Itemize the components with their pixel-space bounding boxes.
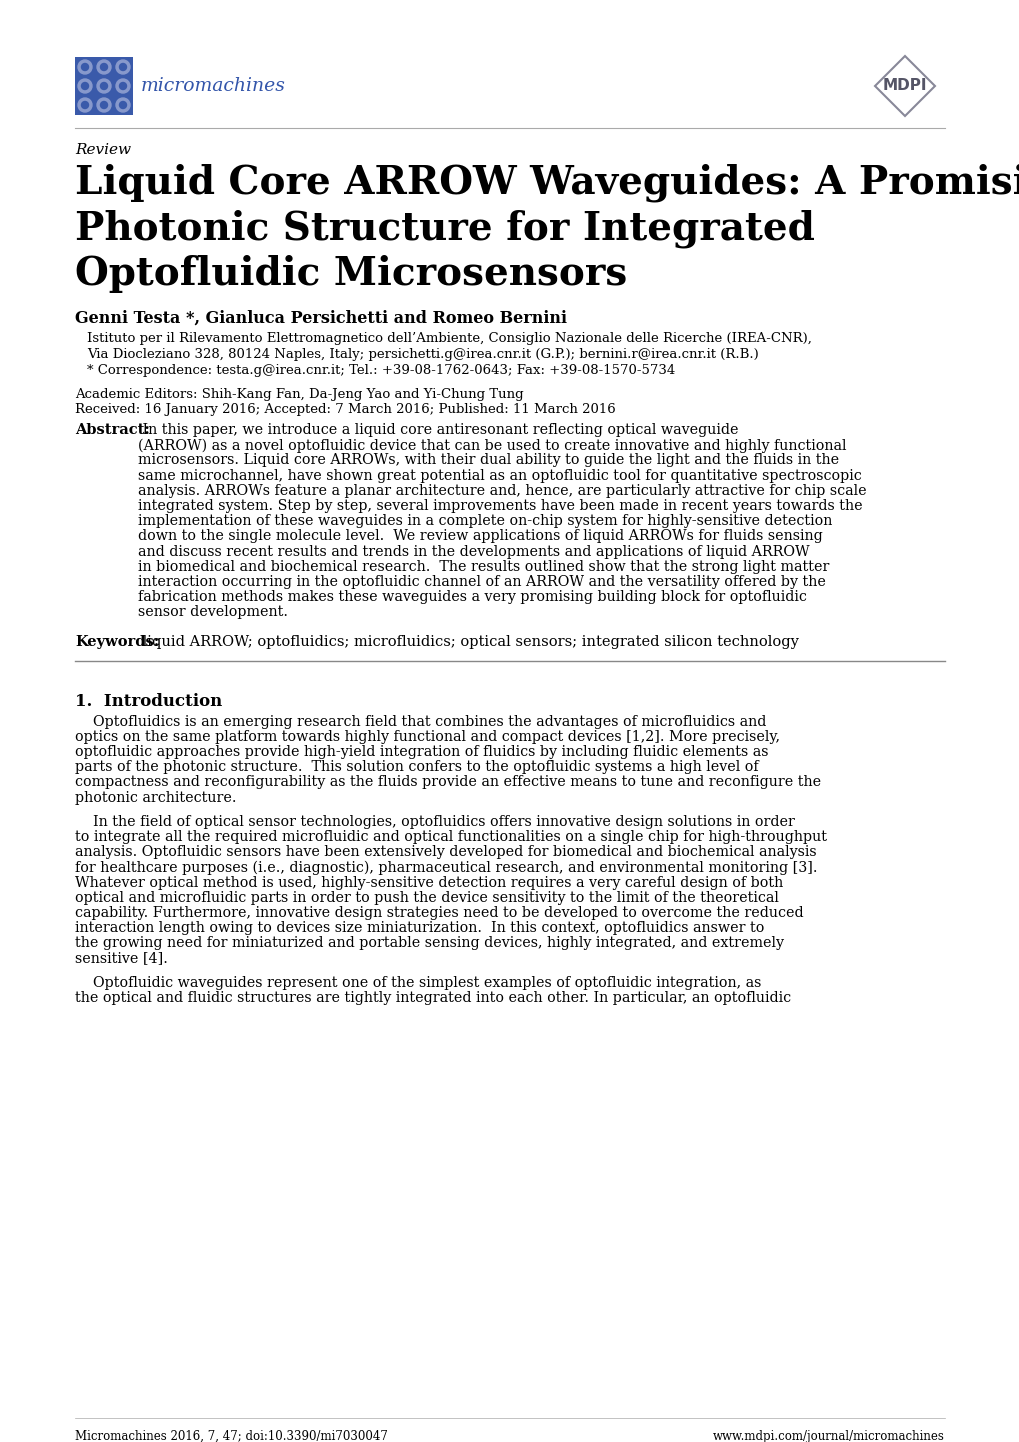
Text: analysis. ARROWs feature a planar architecture and, hence, are particularly attr: analysis. ARROWs feature a planar archit… [138,485,866,497]
Text: In the field of optical sensor technologies, optofluidics offers innovative desi: In the field of optical sensor technolog… [75,815,794,829]
Text: compactness and reconfigurability as the fluids provide an effective means to tu: compactness and reconfigurability as the… [75,776,820,789]
Text: fabrication methods makes these waveguides a very promising building block for o: fabrication methods makes these waveguid… [138,590,806,604]
Circle shape [119,63,126,71]
Text: integrated system. Step by step, several improvements have been made in recent y: integrated system. Step by step, several… [138,499,862,513]
Circle shape [101,82,107,89]
Text: same microchannel, have shown great potential as an optofluidic tool for quantit: same microchannel, have shown great pote… [138,469,861,483]
Text: microsensors. Liquid core ARROWs, with their dual ability to guide the light and: microsensors. Liquid core ARROWs, with t… [138,453,839,467]
Circle shape [77,98,92,112]
Text: the growing need for miniaturized and portable sensing devices, highly integrate: the growing need for miniaturized and po… [75,936,784,950]
Text: interaction length owing to devices size miniaturization.  In this context, opto: interaction length owing to devices size… [75,921,763,936]
Text: down to the single molecule level.  We review applications of liquid ARROWs for : down to the single molecule level. We re… [138,529,822,544]
Text: Received: 16 January 2016; Accepted: 7 March 2016; Published: 11 March 2016: Received: 16 January 2016; Accepted: 7 M… [75,402,615,415]
Text: parts of the photonic structure.  This solution confers to the optofluidic syste: parts of the photonic structure. This so… [75,760,758,774]
Text: in biomedical and biochemical research.  The results outlined show that the stro: in biomedical and biochemical research. … [138,559,828,574]
Text: optofluidic approaches provide high-yield integration of fluidics by including f: optofluidic approaches provide high-yiel… [75,746,767,758]
Circle shape [97,61,111,74]
Text: optics on the same platform towards highly functional and compact devices [1,2].: optics on the same platform towards high… [75,730,780,744]
Text: Review: Review [75,143,130,157]
Text: to integrate all the required microfluidic and optical functionalities on a sing: to integrate all the required microfluid… [75,831,826,844]
Circle shape [82,101,89,108]
Text: Optofluidic waveguides represent one of the simplest examples of optofluidic int: Optofluidic waveguides represent one of … [75,976,760,989]
Text: (ARROW) as a novel optofluidic device that can be used to create innovative and : (ARROW) as a novel optofluidic device th… [138,438,846,453]
Text: Keywords:: Keywords: [75,634,159,649]
Circle shape [82,63,89,71]
Text: * Correspondence: testa.g@irea.cnr.it; Tel.: +39-08-1762-0643; Fax: +39-08-1570-: * Correspondence: testa.g@irea.cnr.it; T… [87,363,675,376]
Text: photonic architecture.: photonic architecture. [75,790,236,805]
Text: www.mdpi.com/journal/micromachines: www.mdpi.com/journal/micromachines [712,1430,944,1442]
Text: Genni Testa *, Gianluca Persichetti and Romeo Bernini: Genni Testa *, Gianluca Persichetti and … [75,310,567,327]
Text: Optofluidics is an emerging research field that combines the advantages of micro: Optofluidics is an emerging research fie… [75,715,765,728]
Bar [75,58,132,115]
Circle shape [82,82,89,89]
Text: interaction occurring in the optofluidic channel of an ARROW and the versatility: interaction occurring in the optofluidic… [138,575,825,588]
Text: sensor development.: sensor development. [138,606,287,620]
Text: implementation of these waveguides in a complete on-chip system for highly-sensi: implementation of these waveguides in a … [138,515,832,528]
Text: the optical and fluidic structures are tightly integrated into each other. In pa: the optical and fluidic structures are t… [75,991,791,1005]
Circle shape [77,79,92,92]
Circle shape [77,61,92,74]
Circle shape [116,61,129,74]
Text: Whatever optical method is used, highly-sensitive detection requires a very care: Whatever optical method is used, highly-… [75,875,783,890]
Circle shape [101,63,107,71]
Circle shape [119,101,126,108]
Text: MDPI: MDPI [881,78,926,94]
Text: Micromachines 2016, 7, 47; doi:10.3390/mi7030047: Micromachines 2016, 7, 47; doi:10.3390/m… [75,1430,387,1442]
Circle shape [101,101,107,108]
Text: Via Diocleziano 328, 80124 Naples, Italy; persichetti.g@irea.cnr.it (G.P.); bern: Via Diocleziano 328, 80124 Naples, Italy… [87,348,758,360]
Circle shape [97,98,111,112]
Circle shape [116,98,129,112]
Text: liquid ARROW; optofluidics; microfluidics; optical sensors; integrated silicon t: liquid ARROW; optofluidics; microfluidic… [138,634,798,649]
Text: and discuss recent results and trends in the developments and applications of li: and discuss recent results and trends in… [138,545,809,558]
Text: optical and microfluidic parts in order to push the device sensitivity to the li: optical and microfluidic parts in order … [75,891,779,904]
Text: Academic Editors: Shih-Kang Fan, Da-Jeng Yao and Yi-Chung Tung: Academic Editors: Shih-Kang Fan, Da-Jeng… [75,388,523,401]
Text: In this paper, we introduce a liquid core antiresonant reflecting optical wavegu: In this paper, we introduce a liquid cor… [138,423,738,437]
Text: Liquid Core ARROW Waveguides: A Promising
Photonic Structure for Integrated
Opto: Liquid Core ARROW Waveguides: A Promisin… [75,163,1019,293]
Text: micromachines: micromachines [141,76,285,95]
Circle shape [116,79,129,92]
Text: Abstract:: Abstract: [75,423,150,437]
Circle shape [97,79,111,92]
Text: capability. Furthermore, innovative design strategies need to be developed to ov: capability. Furthermore, innovative desi… [75,906,803,920]
Text: for healthcare purposes (i.e., diagnostic), pharmaceutical research, and environ: for healthcare purposes (i.e., diagnosti… [75,861,816,875]
Text: analysis. Optofluidic sensors have been extensively developed for biomedical and: analysis. Optofluidic sensors have been … [75,845,816,859]
Circle shape [119,82,126,89]
Text: sensitive [4].: sensitive [4]. [75,952,168,966]
Text: 1.  Introduction: 1. Introduction [75,692,222,709]
Text: Istituto per il Rilevamento Elettromagnetico dell’Ambiente, Consiglio Nazionale : Istituto per il Rilevamento Elettromagne… [87,332,811,345]
